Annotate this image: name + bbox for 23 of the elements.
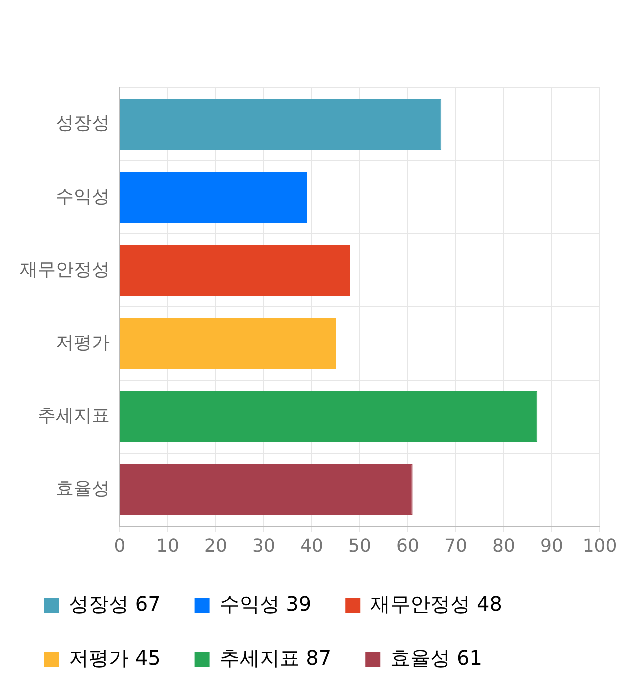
x-tick-label: 30 [252,536,276,557]
y-tick-label: 수익성 [56,186,110,208]
x-tick-label: 20 [204,536,228,557]
y-tick-label: 재무안정성 [20,259,110,280]
legend-label: 추세지표 87 [220,646,332,670]
x-tick-label: 100 [582,536,618,557]
y-tick-label: 성장성 [56,113,110,134]
y-tick-label: 저평가 [56,332,110,354]
x-tick-label: 40 [300,536,324,557]
legend-label: 효율성 61 [390,646,482,670]
x-tick-label: 90 [540,536,564,557]
y-tick-label: 추세지표 [38,405,110,426]
x-tick-label: 50 [348,536,372,557]
legend-label: 수익성 39 [220,592,312,616]
x-tick-label: 70 [444,536,468,557]
x-tick-label: 10 [156,536,180,557]
x-tick-label: 60 [396,536,420,557]
legend-label: 저평가 45 [69,646,161,670]
legend-label: 재무안정성 48 [370,592,502,616]
y-tick-label: 효율성 [56,478,110,500]
x-tick-label: 80 [492,536,516,557]
legend-label: 성장성 67 [69,592,161,616]
x-tick-label: 0 [114,536,126,557]
